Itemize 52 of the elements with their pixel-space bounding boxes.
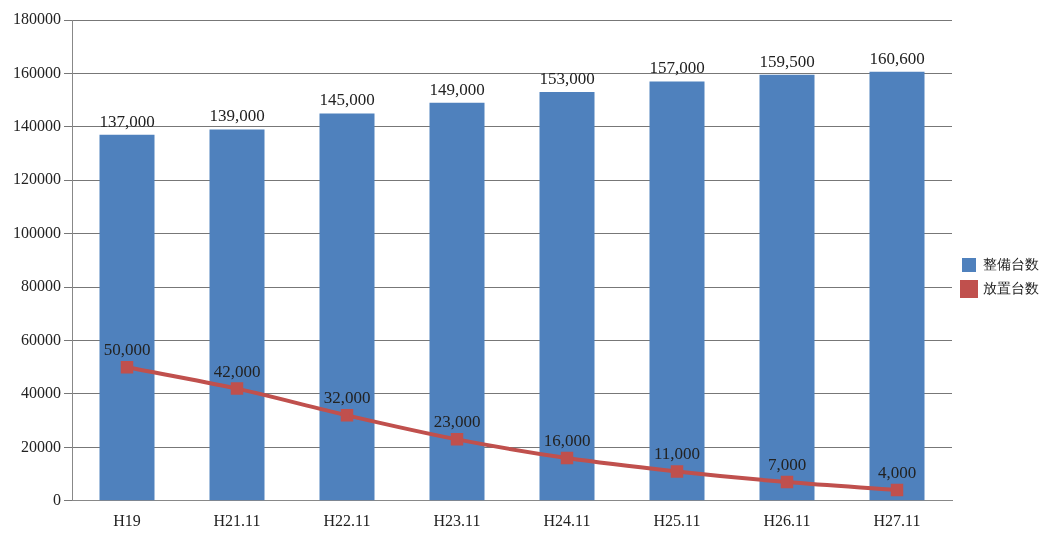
x-tick-label: H21.11 xyxy=(213,511,261,529)
bar xyxy=(869,71,925,501)
y-tick-label: 180000 xyxy=(13,10,61,28)
y-tick-label: 140000 xyxy=(13,117,61,135)
x-tick-label: H25.11 xyxy=(653,511,701,529)
bar xyxy=(649,81,705,501)
x-tick-label: H19 xyxy=(113,511,141,529)
data-label: 4,000 xyxy=(877,463,917,483)
data-label: 7,000 xyxy=(767,455,807,475)
data-label: 139,000 xyxy=(209,106,265,126)
point xyxy=(340,409,354,422)
data-label: 153,000 xyxy=(539,69,595,89)
point xyxy=(450,433,464,446)
x-tick-label: H27.11 xyxy=(873,511,921,529)
point xyxy=(890,483,904,497)
point xyxy=(230,382,244,395)
bar xyxy=(759,74,815,501)
data-label: 23,000 xyxy=(433,412,481,432)
point xyxy=(120,361,134,374)
point xyxy=(670,465,684,478)
data-label: 145,000 xyxy=(319,90,375,110)
bar xyxy=(319,113,375,501)
y-tick-label: 160000 xyxy=(13,63,61,81)
y-tick-label: 0 xyxy=(53,491,61,508)
data-label: 16,000 xyxy=(543,431,591,451)
data-label: 11,000 xyxy=(653,444,701,464)
point xyxy=(780,475,794,489)
legend-label: 整備台数 xyxy=(983,255,1039,272)
data-label: 137,000 xyxy=(99,111,155,131)
legend-label: 放置台数 xyxy=(983,279,1039,296)
data-label: 42,000 xyxy=(213,361,261,381)
point xyxy=(560,451,574,465)
bar xyxy=(429,102,485,501)
data-label: 160,600 xyxy=(869,48,925,68)
data-label: 159,500 xyxy=(759,51,815,71)
data-label: 50,000 xyxy=(103,340,151,360)
x-tick-label: H23.11 xyxy=(433,511,481,529)
y-tick-label: 20000 xyxy=(21,437,61,455)
data-label: 149,000 xyxy=(429,79,485,99)
x-tick-label: H24.11 xyxy=(543,511,591,529)
bar xyxy=(539,92,595,501)
x-tick-label: H22.11 xyxy=(323,511,371,529)
data-label: 32,000 xyxy=(323,388,371,408)
bar xyxy=(99,134,155,501)
bar xyxy=(209,129,265,501)
y-tick-label: 120000 xyxy=(13,170,61,188)
y-tick-label: 60000 xyxy=(21,330,61,348)
data-label: 157,000 xyxy=(649,58,705,78)
y-tick-label: 40000 xyxy=(21,384,61,402)
x-tick-label: H26.11 xyxy=(763,511,811,529)
y-tick-label: 80000 xyxy=(21,277,61,295)
y-tick-label: 100000 xyxy=(13,223,61,241)
